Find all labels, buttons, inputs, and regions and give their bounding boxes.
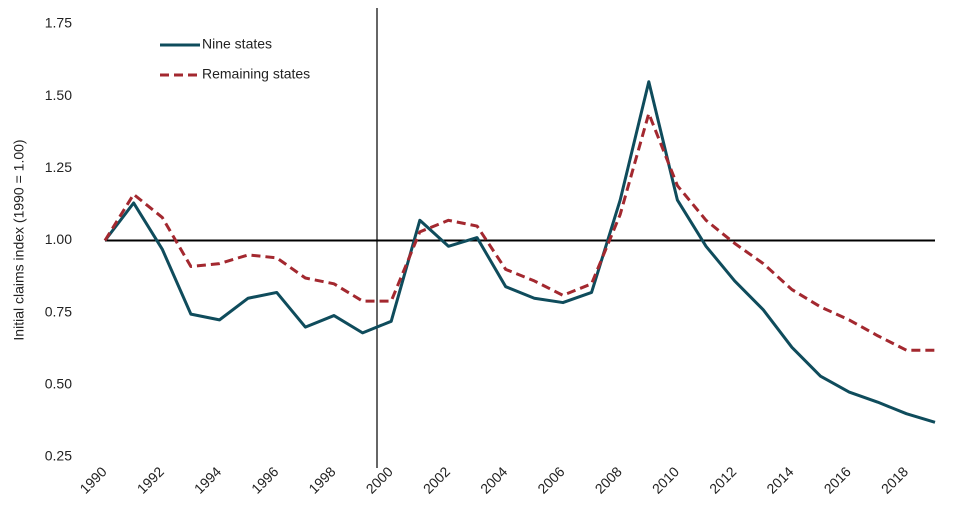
x-tick-label: 2000	[363, 463, 396, 496]
legend-label: Remaining states	[202, 66, 310, 82]
x-tick-label: 2006	[534, 463, 567, 496]
y-tick-label: 1.50	[45, 87, 72, 103]
x-tick-label: 1994	[191, 463, 224, 496]
y-tick-label: 0.25	[45, 448, 72, 464]
series-line	[103, 80, 936, 424]
x-tick-label: 2010	[649, 463, 682, 496]
x-tick-label: 1992	[134, 463, 167, 496]
y-tick-label: 0.75	[45, 303, 72, 319]
series-line	[103, 111, 935, 352]
x-tick-label: 2014	[763, 463, 796, 496]
legend-label: Nine states	[202, 36, 272, 52]
y-tick-label: 1.00	[45, 231, 72, 247]
y-tick-label: 1.25	[45, 159, 72, 175]
x-tick-label: 2008	[592, 463, 625, 496]
x-tick-label: 1996	[248, 463, 281, 496]
y-tick-label: 0.50	[45, 376, 72, 392]
x-tick-label: 1990	[76, 463, 109, 496]
x-tick-label: 1998	[305, 463, 338, 496]
y-axis-label: Initial claims index (1990 = 1.00)	[11, 139, 27, 340]
x-tick-label: 2002	[420, 463, 453, 496]
x-tick-label: 2018	[878, 463, 911, 496]
x-tick-label: 2012	[706, 463, 739, 496]
x-tick-label: 2016	[821, 463, 854, 496]
y-tick-label: 1.75	[45, 15, 72, 31]
x-tick-label: 2004	[477, 463, 510, 496]
